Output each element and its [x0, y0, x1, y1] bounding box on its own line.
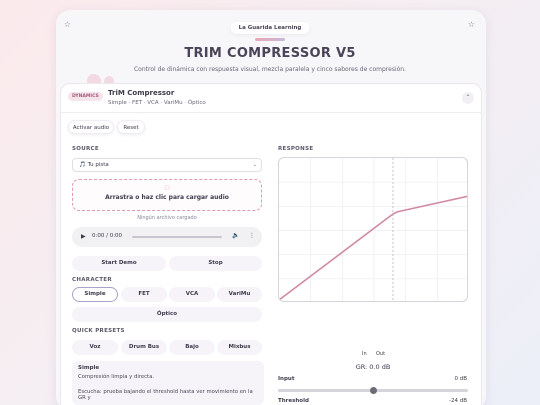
category-tag: DYNAMICS [68, 92, 103, 101]
plugin-name: TriM Compressor [108, 89, 175, 97]
preset-mixbus[interactable]: Mixbus [217, 340, 262, 355]
input-slider-value: 0 dB [454, 376, 467, 382]
character-label: CHARACTER [72, 277, 112, 283]
gain-reduction-readout: GR: 0.0 dB [355, 363, 391, 371]
source-select[interactable]: 🎵 Tu pista ⌄ [72, 158, 262, 172]
reset-button[interactable]: Reset [117, 120, 145, 134]
source-label: SOURCE [72, 146, 99, 152]
character-vca[interactable]: VCA [169, 287, 215, 302]
more-options-icon[interactable]: ⋮ [249, 232, 255, 239]
transfer-curve [279, 195, 467, 301]
character-fet[interactable]: FET [121, 287, 167, 302]
preset-bajo[interactable]: Bajo [169, 340, 215, 355]
response-curve-svg [279, 158, 467, 301]
chevron-down-icon: ⌄ [252, 162, 257, 168]
decor-bubble [104, 76, 114, 86]
description-text: Compresión limpia y directa. [78, 374, 155, 380]
meter-in-label: In [362, 351, 367, 357]
no-file-text: Ningún archivo cargado [137, 215, 197, 221]
audio-player: ▶ 0:00 / 0:00 🔈 ⋮ [72, 227, 262, 247]
stop-button[interactable]: Stop [169, 256, 262, 271]
player-progress-track[interactable] [132, 236, 222, 238]
sparkle-icon: ✫ [64, 20, 71, 29]
plugin-header[interactable]: DYNAMICS TriM Compressor Simple · FET · … [60, 83, 482, 113]
play-icon[interactable]: ▶ [81, 233, 86, 240]
character-optico[interactable]: Óptico [72, 307, 262, 322]
chevron-up-icon[interactable]: ⌃ [462, 92, 474, 104]
player-time: 0:00 / 0:00 [92, 233, 123, 239]
response-label: RESPONSE [278, 146, 314, 152]
brand-badge: La Guarida Learning [230, 22, 310, 34]
description-tip: Escucha: prueba bajando el threshold has… [78, 389, 253, 401]
page-title: TRIM COMPRESSOR V5 [184, 46, 356, 61]
brand-accent-bar [255, 38, 285, 41]
character-varimu[interactable]: VariMu [217, 287, 262, 302]
source-select-value: 🎵 Tu pista [79, 162, 109, 168]
upload-icon: ◌ [164, 184, 170, 191]
audio-dropzone[interactable]: ◌ Arrastra o haz clic para cargar audio [72, 179, 262, 211]
response-graph [278, 157, 468, 302]
input-slider-thumb[interactable] [370, 387, 377, 394]
meter-out-label: Out [376, 351, 386, 357]
character-description: Simple Compresión limpia y directa. Escu… [72, 361, 264, 405]
page-subtitle: Control de dinámica con respuesta visual… [133, 66, 406, 73]
input-slider-label: Input [278, 376, 295, 382]
description-title: Simple [78, 365, 100, 371]
dropzone-text: Arrastra o haz clic para cargar audio [105, 194, 229, 201]
preset-voz[interactable]: Voz [72, 340, 118, 355]
volume-icon[interactable]: 🔈 [232, 232, 240, 239]
plugin-types: Simple · FET · VCA · VariMu · Óptico [108, 100, 206, 106]
activate-audio-button[interactable]: Activar audio [68, 120, 114, 134]
quick-presets-label: QUICK PRESETS [72, 328, 125, 334]
preset-drum-bus[interactable]: Drum Bus [121, 340, 167, 355]
input-slider[interactable] [278, 387, 468, 394]
start-demo-button[interactable]: Start Demo [72, 256, 166, 271]
sparkle-icon: ✫ [468, 20, 475, 29]
threshold-slider-label: Threshold [278, 398, 309, 404]
threshold-slider-value: -24 dB [449, 398, 467, 404]
character-simple[interactable]: Simple [72, 287, 118, 302]
